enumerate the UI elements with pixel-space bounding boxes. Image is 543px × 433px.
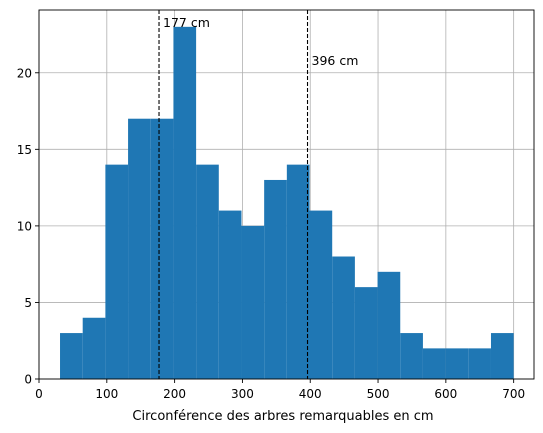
x-tick-label: 600 [434,387,457,401]
histogram-bar [60,333,83,379]
histogram-bar [82,317,106,379]
histogram-bar [173,26,197,380]
x-tick-label: 500 [367,387,390,401]
histogram-bar [468,348,491,379]
x-tick-label: 300 [231,387,254,401]
x-tick-label: 0 [35,387,43,401]
reference-lines: 177 cm 396 cm [158,10,359,379]
histogram-bar [218,210,242,379]
histogram-bar [286,164,310,379]
y-tick-label: 20 [17,66,32,80]
histogram-bar [241,225,265,379]
y-tick-label: 0 [24,373,32,387]
reference-line-label: 396 cm [312,53,359,68]
histogram-bar [445,348,469,379]
x-tick-label: 200 [163,387,186,401]
histogram-bar [332,256,355,379]
x-tick-label: 100 [95,387,118,401]
y-tick-label: 15 [17,143,32,157]
x-axis-ticks: 0 100 200 300 400 500 600 700 [35,379,525,401]
y-tick-label: 5 [24,296,32,310]
x-axis-label: Circonférence des arbres remarquables en… [132,409,433,424]
histogram-bar [400,333,423,379]
histogram-bar [490,333,514,379]
histogram-bar [150,118,174,380]
histogram-bar [377,271,401,379]
histogram-bar [422,348,446,379]
histogram-bar [309,210,333,379]
y-axis-ticks: 0 5 10 15 20 [17,66,39,387]
y-tick-label: 10 [17,219,32,233]
x-tick-label: 700 [502,387,525,401]
plot-frame [38,9,535,380]
histogram-bar [128,118,151,380]
plot-border [38,9,535,380]
reference-line-label: 177 cm [163,15,210,30]
histogram-bars [60,26,514,380]
histogram-bar [196,164,219,379]
histogram-bar [354,287,378,379]
histogram-bar [264,179,287,379]
histogram-bar [105,164,129,379]
x-tick-label: 400 [299,387,322,401]
